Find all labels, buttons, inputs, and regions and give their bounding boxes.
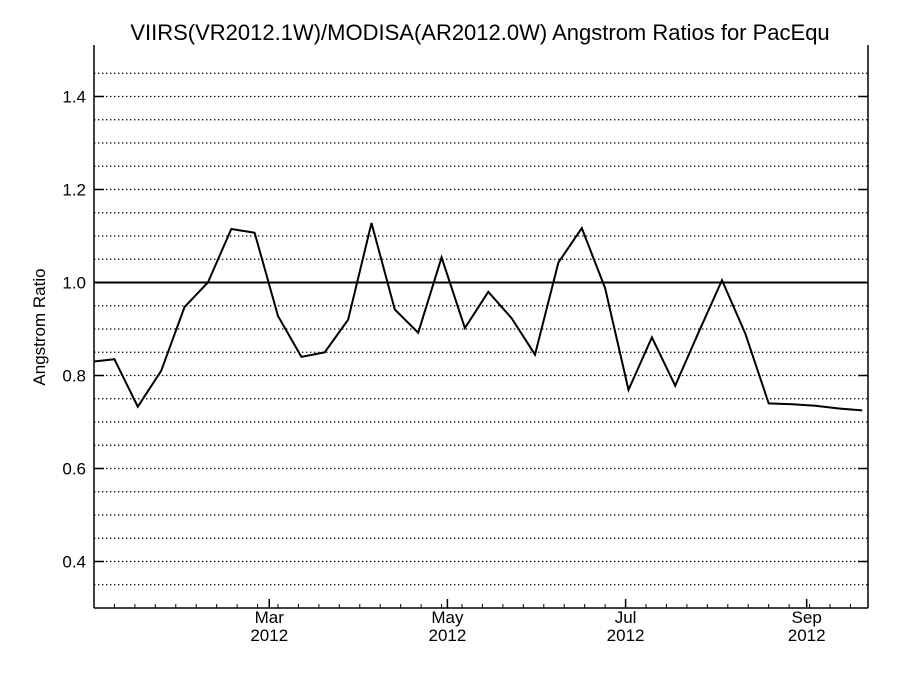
y-tick-label: 0.6 — [62, 460, 86, 479]
x-tick-month-label: May — [431, 608, 464, 627]
series-layer — [94, 223, 862, 410]
series-line — [94, 223, 862, 410]
x-tick-month-label: Sep — [792, 608, 822, 627]
y-tick-label: 1.0 — [62, 274, 86, 293]
y-tick-label: 1.2 — [62, 181, 86, 200]
x-tick-year-label: 2012 — [428, 626, 466, 645]
grid-layer — [94, 73, 868, 585]
y-tick-label: 0.8 — [62, 367, 86, 386]
y-axis-label: Angstrom Ratio — [30, 268, 49, 385]
y-tick-label: 1.4 — [62, 88, 86, 107]
x-tick-month-label: Jul — [615, 608, 637, 627]
x-tick-year-label: 2012 — [607, 626, 645, 645]
chart-title: VIIRS(VR2012.1W)/MODISA(AR2012.0W) Angst… — [130, 20, 829, 45]
x-tick-year-label: 2012 — [788, 626, 826, 645]
plot-frame-layer — [94, 45, 868, 608]
x-tick-year-label: 2012 — [250, 626, 288, 645]
y-tick-label: 0.4 — [62, 553, 86, 572]
x-tick-month-label: Mar — [255, 608, 285, 627]
